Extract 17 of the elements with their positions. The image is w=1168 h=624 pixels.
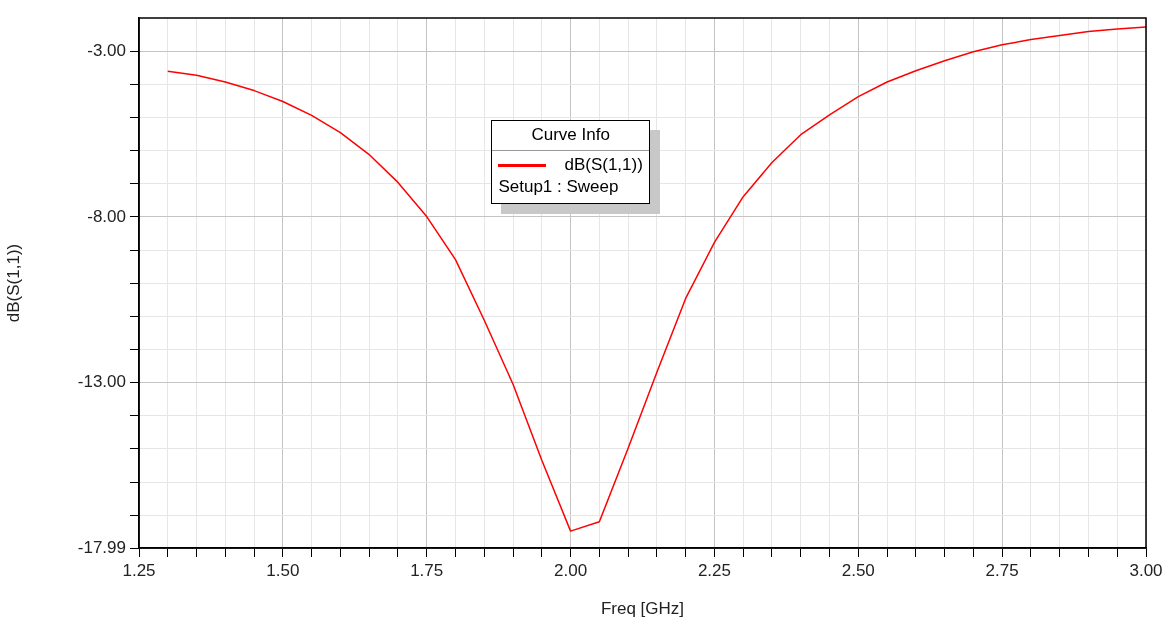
- x-tick-label: 1.75: [410, 560, 444, 580]
- x-axis-title: Freq [GHz]: [600, 599, 685, 619]
- x-tick-label: 3.00: [1129, 560, 1163, 580]
- x-tick-label: 2.75: [985, 560, 1019, 580]
- y-tick-label: -17.99: [77, 537, 126, 557]
- y-tick-label: -3.00: [87, 40, 126, 60]
- x-tick-label: 1.25: [122, 560, 156, 580]
- y-tick-label: -13.00: [77, 372, 126, 392]
- x-tick-label: 2.50: [841, 560, 875, 580]
- x-tick-label: 2.25: [697, 560, 731, 580]
- y-axis-title: dB(S(1,1)): [3, 243, 23, 323]
- legend-label: dB(S(1,1)): [564, 155, 643, 175]
- annotation: Setup1 : Sweep: [497, 176, 620, 198]
- x-tick-label: 1.50: [266, 560, 300, 580]
- x-tick-label: 2.00: [554, 560, 588, 580]
- y-tick-label: -8.00: [87, 206, 126, 226]
- legend-title: Curve Info: [492, 121, 649, 151]
